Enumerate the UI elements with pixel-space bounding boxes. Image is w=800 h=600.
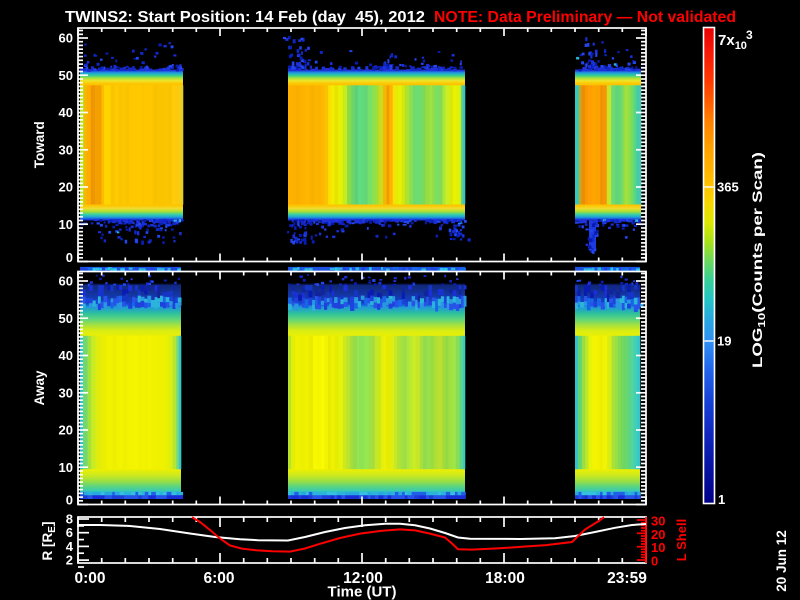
svg-text:20 Jun 12: 20 Jun 12 (774, 530, 789, 592)
svg-text:60: 60 (59, 31, 73, 46)
svg-text:365: 365 (717, 180, 739, 195)
svg-text:30: 30 (651, 514, 665, 529)
svg-text:20: 20 (651, 527, 665, 542)
svg-text:6:00: 6:00 (203, 570, 234, 587)
svg-text:10: 10 (651, 540, 665, 555)
svg-text:50: 50 (59, 68, 73, 83)
svg-text:4: 4 (66, 539, 74, 554)
svg-text:30: 30 (59, 385, 73, 400)
svg-text:1: 1 (718, 492, 725, 507)
svg-text:40: 40 (59, 348, 73, 363)
svg-text:50: 50 (59, 311, 73, 326)
svg-text:0:00: 0:00 (74, 570, 105, 587)
svg-text:10: 10 (59, 217, 73, 232)
svg-text:Toward: Toward (32, 121, 47, 168)
svg-text:Away: Away (32, 370, 47, 406)
svg-text:8: 8 (66, 512, 73, 527)
svg-text:L Shell: L Shell (674, 519, 689, 561)
svg-text:0: 0 (651, 554, 658, 569)
svg-text:12:00: 12:00 (343, 570, 383, 587)
svg-text:20: 20 (59, 423, 73, 438)
svg-text:60: 60 (59, 274, 73, 289)
svg-text:30: 30 (59, 142, 73, 157)
svg-text:TWINS2: Start Position: 14 Feb: TWINS2: Start Position: 14 Feb (day 45),… (65, 9, 425, 26)
svg-text:40: 40 (59, 105, 73, 120)
svg-text:Time (UT): Time (UT) (328, 584, 397, 600)
svg-text:20: 20 (59, 180, 73, 195)
svg-text:6: 6 (66, 525, 73, 540)
svg-text:0: 0 (66, 493, 73, 508)
svg-text:NOTE: Data Preliminary — Not v: NOTE: Data Preliminary — Not validated (434, 9, 736, 26)
svg-text:0: 0 (66, 250, 73, 265)
svg-text:2: 2 (66, 553, 73, 568)
svg-text:18:00: 18:00 (485, 570, 525, 587)
svg-text:10: 10 (59, 460, 73, 475)
svg-text:23:59: 23:59 (607, 570, 647, 587)
svg-text:19: 19 (717, 334, 731, 349)
